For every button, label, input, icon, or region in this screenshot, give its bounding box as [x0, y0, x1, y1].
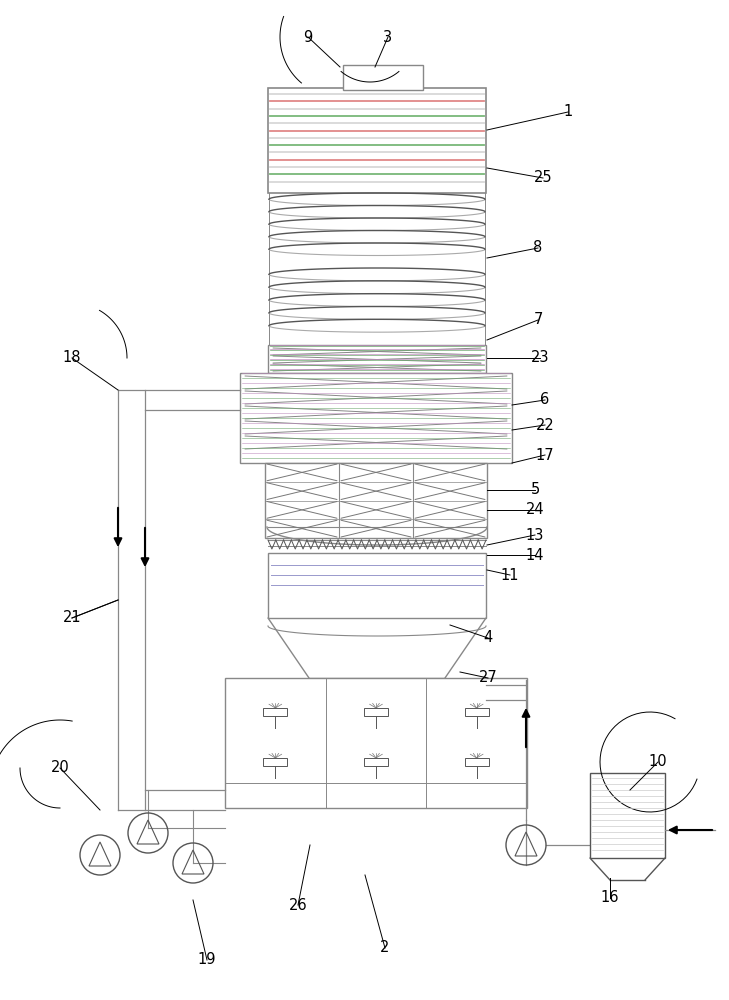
- Bar: [343, 65, 423, 90]
- Bar: [240, 373, 512, 463]
- Text: 22: 22: [536, 418, 554, 432]
- Bar: [268, 88, 486, 193]
- Text: 16: 16: [601, 890, 619, 906]
- Text: 19: 19: [198, 952, 217, 968]
- Bar: [590, 773, 665, 858]
- Bar: [464, 708, 488, 716]
- Text: 17: 17: [536, 448, 554, 462]
- Text: 6: 6: [540, 392, 550, 408]
- Text: 23: 23: [531, 351, 549, 365]
- Text: 8: 8: [534, 240, 542, 255]
- Text: 24: 24: [526, 502, 545, 518]
- Text: 5: 5: [531, 483, 539, 497]
- Bar: [225, 678, 527, 808]
- Text: 27: 27: [479, 670, 497, 686]
- Bar: [364, 758, 388, 766]
- Bar: [464, 758, 488, 766]
- Bar: [263, 758, 287, 766]
- Text: 11: 11: [501, 568, 519, 582]
- Bar: [364, 708, 388, 716]
- Bar: [263, 708, 287, 716]
- Text: 10: 10: [649, 754, 667, 770]
- Text: 18: 18: [63, 351, 81, 365]
- Bar: [268, 345, 486, 373]
- Text: 25: 25: [534, 170, 553, 186]
- Text: 13: 13: [526, 528, 544, 542]
- Text: 2: 2: [381, 940, 390, 956]
- Bar: [265, 463, 487, 538]
- Text: 3: 3: [383, 29, 392, 44]
- Text: 14: 14: [526, 548, 545, 562]
- Text: 26: 26: [289, 898, 308, 912]
- Text: 21: 21: [63, 610, 82, 626]
- Text: 4: 4: [483, 631, 493, 646]
- Text: 1: 1: [564, 104, 572, 119]
- Text: 9: 9: [303, 29, 313, 44]
- Text: 7: 7: [534, 312, 542, 328]
- Text: 20: 20: [50, 760, 69, 776]
- Bar: [268, 553, 486, 618]
